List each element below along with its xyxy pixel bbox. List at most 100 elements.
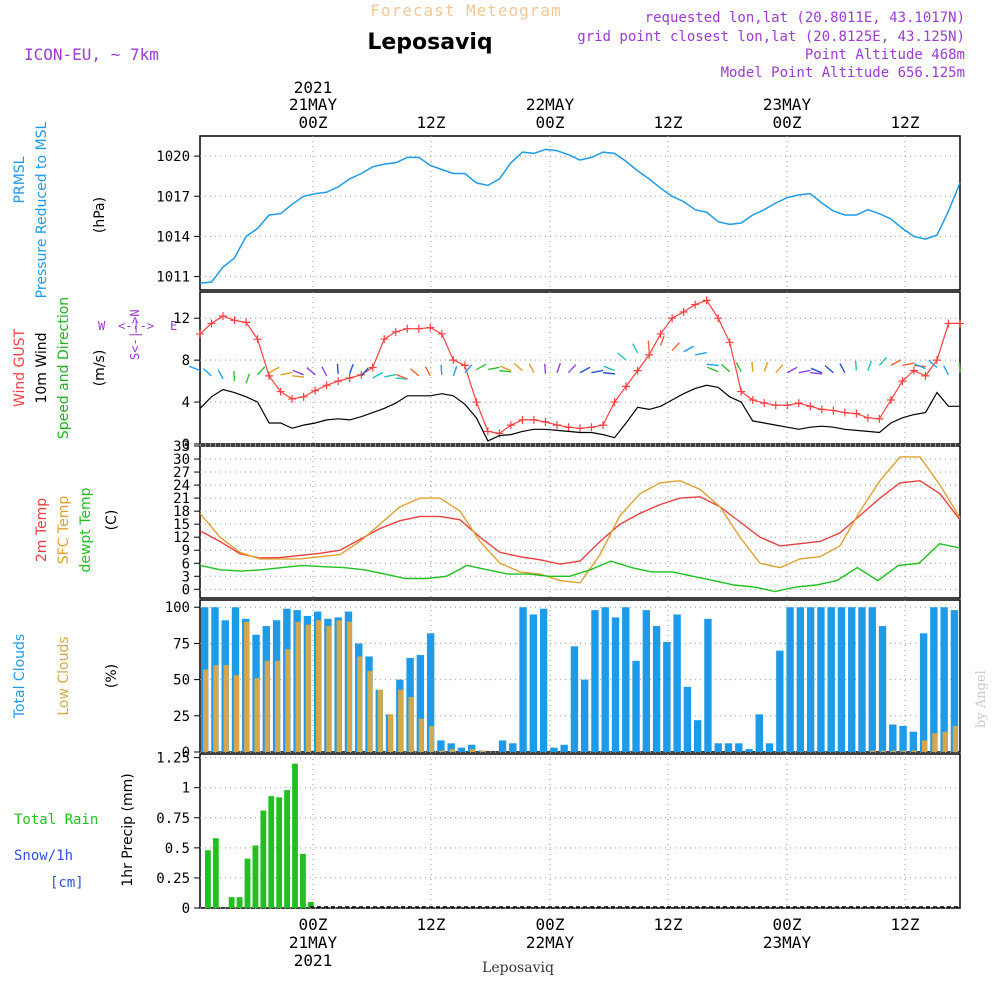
top-date-label: 23MAY [763, 95, 812, 114]
rain-bar [260, 810, 267, 908]
total-cloud-bar [437, 740, 445, 752]
low-cloud-bar [387, 714, 394, 752]
y-tick-label: 0 [182, 901, 190, 917]
wind-direction-arrow [360, 367, 369, 377]
y-tick-label: 75 [173, 636, 190, 652]
gust-marker [852, 409, 861, 418]
rain-bar [228, 897, 235, 908]
gust-marker [771, 401, 780, 410]
watermark: by Angel [974, 670, 989, 728]
low-cloud-bar [264, 660, 270, 752]
y-tick-label: 33 [173, 439, 190, 455]
gust-marker [645, 350, 654, 359]
gust-marker [368, 363, 377, 372]
low-cloud-bar [911, 750, 917, 752]
total-cloud-bar [457, 747, 466, 752]
wind-direction-arrow [292, 369, 304, 376]
gust-marker [863, 413, 872, 422]
rain-bar [300, 853, 306, 908]
total-cloud-bar [529, 614, 538, 752]
wind-direction-arrow [854, 360, 858, 371]
wind-direction-arrow [349, 363, 354, 374]
gust-marker [702, 296, 711, 305]
rain-bar [268, 796, 275, 908]
total-cloud-bar [601, 607, 609, 752]
wind-direction-arrow [786, 366, 798, 374]
gust-marker [265, 371, 274, 380]
y-tick-label: 8 [182, 353, 190, 369]
total-cloud-bar [735, 743, 743, 752]
low-cloud-bar [880, 750, 887, 752]
total-cloud-bar [622, 607, 630, 752]
total-cloud-bar [509, 743, 517, 752]
wind-direction-arrow [410, 368, 420, 377]
wind-direction-arrow [245, 373, 251, 384]
panel-frame [199, 753, 961, 909]
low-cloud-bar [480, 750, 486, 752]
wind-direction-arrow [567, 364, 577, 374]
top-time-label: 12Z [417, 113, 446, 132]
gust-marker [587, 423, 596, 432]
wind-direction-arrow [659, 335, 665, 346]
rain-bar [236, 897, 243, 908]
y-tick-label: 1011 [156, 270, 190, 286]
y-tick-label: 15 [173, 517, 190, 533]
top-time-label: 12Z [654, 113, 683, 132]
wind-direction-arrow [958, 362, 961, 373]
top-time-label: 00Z [536, 113, 565, 132]
total-cloud-bar [899, 725, 907, 752]
total-cloud-bar [786, 607, 794, 752]
y-tick-label: 0 [182, 582, 190, 598]
bottom-date-label: 21MAY [289, 933, 338, 952]
cloud-unit: (%) [104, 664, 120, 688]
wind-direction-arrow [202, 368, 212, 377]
wind-direction-arrow [280, 371, 293, 376]
total-cloud-bar [776, 650, 784, 752]
gust-marker [391, 327, 400, 336]
top-time-label: 00Z [773, 113, 802, 132]
gust-marker [599, 421, 608, 430]
bottom-time-label: 12Z [891, 915, 920, 934]
y-tick-label: 24 [173, 478, 190, 494]
wind-direction-arrow [902, 362, 915, 367]
low-cloud-bar [449, 749, 455, 752]
total-cloud-bar [827, 607, 835, 752]
wind-direction-arrow [632, 343, 639, 354]
bottom-date-label: 23MAY [763, 933, 812, 952]
precip-ylabel: 1hr Precip (mm) [120, 773, 136, 886]
gust-marker [794, 399, 803, 408]
gust-marker [449, 356, 458, 365]
gust-marker [207, 319, 216, 328]
gust-marker [288, 394, 297, 403]
total-cloud-bar [889, 724, 897, 752]
total-cloud-bar [848, 607, 856, 752]
low-cloud-bar [367, 670, 373, 752]
wind-direction-arrow [579, 366, 591, 374]
point-altitude: Point Altitude 468m [805, 47, 965, 63]
wind-direction-arrow [306, 367, 316, 376]
wind-direction-arrow [452, 366, 458, 377]
total-cloud-bar [950, 610, 959, 752]
gust-marker [622, 382, 631, 391]
total-cloud-bar [652, 626, 661, 752]
wind-label: 10m Wind [34, 332, 50, 403]
y-tick-label: 50 [173, 673, 190, 689]
snow-label: Snow/1h [14, 848, 73, 864]
total-cloud-bar [745, 749, 753, 752]
y-tick-label: 18 [173, 504, 190, 520]
low-cloud-bar [346, 621, 352, 752]
wind-direction-arrow [217, 369, 224, 380]
rain-bar [276, 797, 283, 908]
low-cloud-bar [942, 731, 948, 752]
gust-marker [748, 395, 757, 404]
wind-direction-arrow [384, 373, 397, 378]
low-cloud-bar [470, 749, 476, 752]
wind-unit: (m/s) [92, 350, 108, 387]
y-tick-label: 0.75 [156, 811, 190, 827]
y-tick-label: 1017 [156, 189, 190, 205]
wind-direction-arrow [943, 365, 950, 376]
total-cloud-bar [632, 660, 640, 752]
wind-direction-arrow [591, 369, 604, 374]
gust-marker [564, 423, 573, 432]
low-cloud-bar [254, 678, 260, 752]
